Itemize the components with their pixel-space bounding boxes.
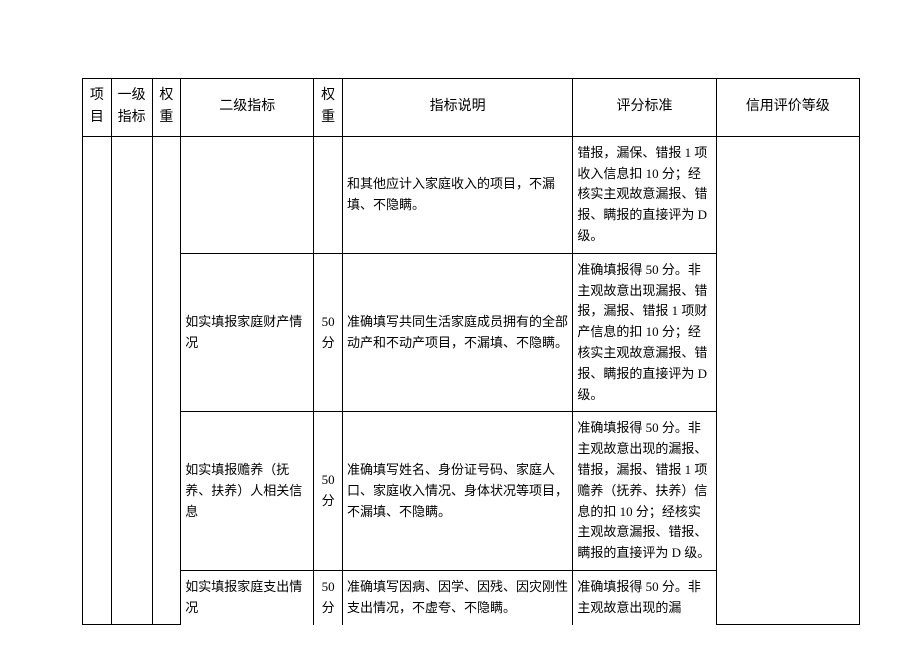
header-project: 项目 xyxy=(83,79,112,137)
cell-standard: 准确填报得 50 分。非主观故意出现的漏 xyxy=(573,570,716,624)
cell-weight2 xyxy=(314,136,343,253)
cell-standard: 准确填报得 50 分。非主观故意出现漏报、错报，漏报、错报 1 项财产信息的扣 … xyxy=(573,253,716,412)
cell-weight1 xyxy=(152,136,181,624)
evaluation-table: 项目 一级指标 权重 二级指标 权重 指标说明 评分标准 信用评价等级 和其他应… xyxy=(82,78,860,625)
cell-standard: 准确填报得 50 分。非主观故意出现的漏报、错报，漏报、错报 1 项赡养（抚养、… xyxy=(573,412,716,571)
table-row: 和其他应计入家庭收入的项目，不漏填、不隐瞒。 错报，漏保、错报 1 项收入信息扣… xyxy=(83,136,860,253)
header-grade: 信用评价等级 xyxy=(716,79,859,137)
cell-description: 准确填写因病、因学、因残、因灾刚性支出情况，不虚夸、不隐瞒。 xyxy=(342,570,572,624)
cell-level1 xyxy=(111,136,152,624)
header-weight1: 权重 xyxy=(152,79,181,137)
cell-description: 和其他应计入家庭收入的项目，不漏填、不隐瞒。 xyxy=(342,136,572,253)
cell-weight2: 50分 xyxy=(314,412,343,571)
cell-project xyxy=(83,136,112,624)
header-description: 指标说明 xyxy=(342,79,572,137)
cell-weight2: 50分 xyxy=(314,253,343,412)
cell-level2: 如实填报家庭财产情况 xyxy=(181,253,314,412)
table-header-row: 项目 一级指标 权重 二级指标 权重 指标说明 评分标准 信用评价等级 xyxy=(83,79,860,137)
cell-description: 准确填写姓名、身份证号码、家庭人口、家庭收入情况、身体状况等项目，不漏填、不隐瞒… xyxy=(342,412,572,571)
cell-standard: 错报，漏保、错报 1 项收入信息扣 10 分；经核实主观故意漏报、错报、瞒报的直… xyxy=(573,136,716,253)
header-standard: 评分标准 xyxy=(573,79,716,137)
cell-description: 准确填写共同生活家庭成员拥有的全部动产和不动产项目，不漏填、不隐瞒。 xyxy=(342,253,572,412)
document-page: 项目 一级指标 权重 二级指标 权重 指标说明 评分标准 信用评价等级 和其他应… xyxy=(0,0,920,651)
cell-level2: 如实填报家庭支出情况 xyxy=(181,570,314,624)
header-weight2: 权重 xyxy=(314,79,343,137)
cell-level2 xyxy=(181,136,314,253)
header-level2: 二级指标 xyxy=(181,79,314,137)
cell-level2: 如实填报赡养（抚养、扶养）人相关信息 xyxy=(181,412,314,571)
header-level1: 一级指标 xyxy=(111,79,152,137)
cell-grade xyxy=(716,136,859,624)
cell-weight2: 50分 xyxy=(314,570,343,624)
